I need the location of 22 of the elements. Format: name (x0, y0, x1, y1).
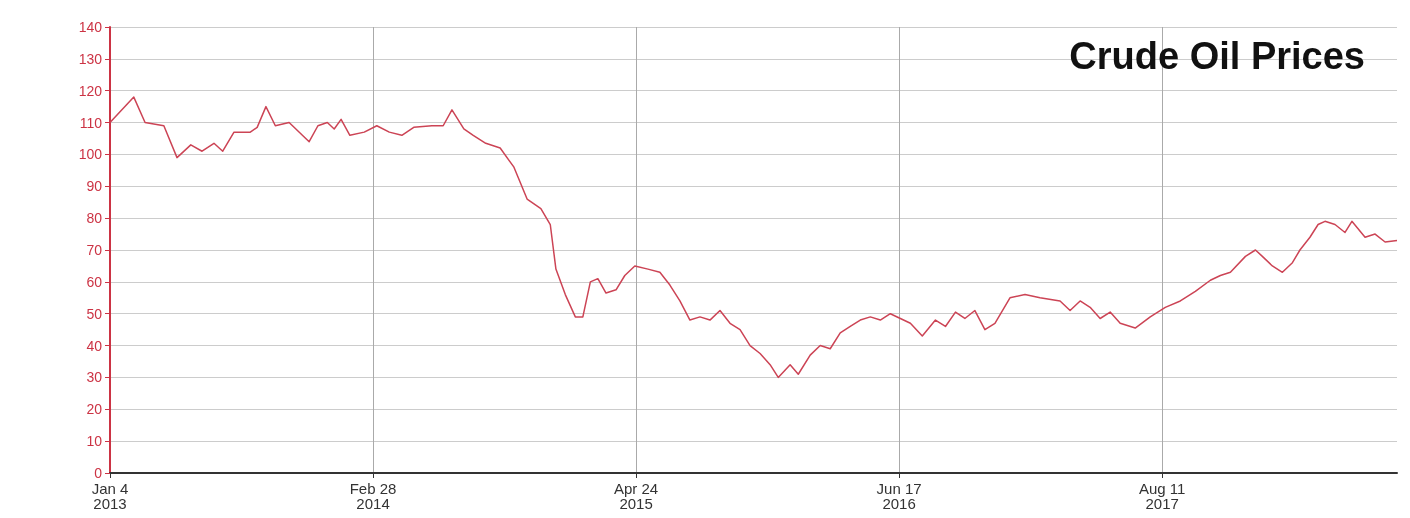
y-tick-label: 10 (86, 433, 103, 450)
y-tick-label: 20 (86, 401, 103, 418)
y-tick-label: 100 (78, 146, 103, 163)
y-tick-label: 80 (86, 210, 103, 227)
y-tick-label: 50 (86, 305, 103, 322)
y-tick-label: 140 (78, 19, 103, 35)
y-tick-label: 90 (86, 178, 103, 195)
y-tick-label: 130 (78, 50, 103, 67)
x-tick-label: Aug 11 2017 (1138, 480, 1186, 512)
y-tick-label: 30 (86, 369, 103, 386)
line-series (109, 96, 1398, 379)
x-tick-label: Apr 24 2015 (613, 480, 659, 512)
y-tick-label: 60 (86, 273, 103, 290)
y-tick-label: 70 (86, 242, 103, 258)
x-tick-label: Feb 28 2014 (349, 480, 397, 512)
y-tick-label: 120 (78, 82, 103, 99)
y-tick-label: 110 (79, 114, 103, 131)
x-tick-label: Jun 17 2016 (876, 480, 922, 512)
y-tick-label: 40 (86, 337, 103, 354)
y-tick-label: 0 (94, 465, 103, 481)
x-tick-label: Jan 4 2013 (91, 480, 129, 512)
chart-title: Crude Oil Prices (1069, 35, 1365, 77)
